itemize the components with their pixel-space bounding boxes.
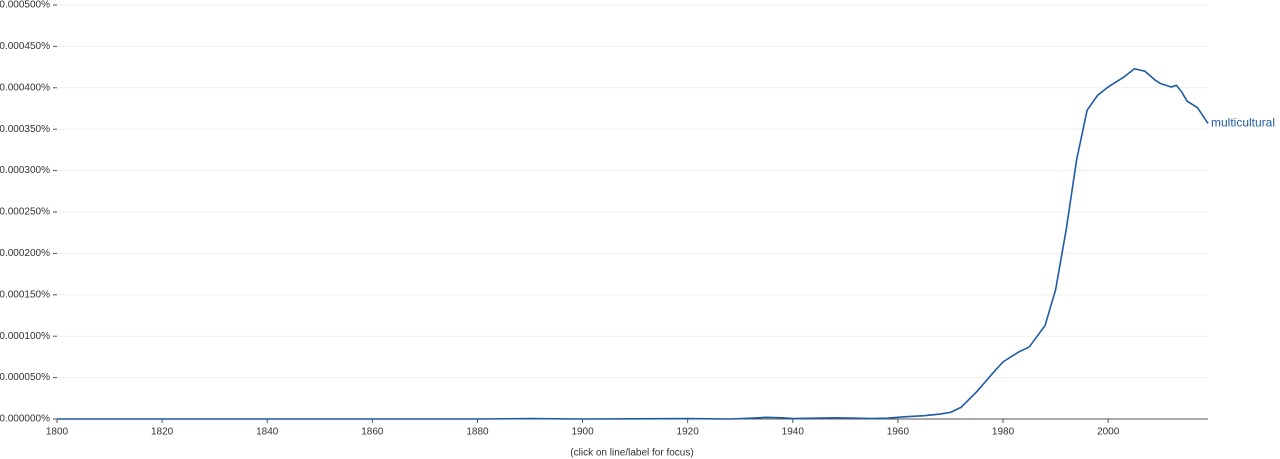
y-tick-label: 0.000400% xyxy=(0,82,50,93)
x-tick-label: 1860 xyxy=(361,427,384,438)
x-tick-label: 1980 xyxy=(992,427,1015,438)
x-tick-label: 1960 xyxy=(887,427,910,438)
x-tick-label: 1820 xyxy=(151,427,174,438)
x-tick-label: 1940 xyxy=(782,427,805,438)
footer-note: (click on line/label for focus) xyxy=(570,448,693,459)
y-tick-label: 0.000250% xyxy=(0,207,50,218)
y-tick-label: 0.000450% xyxy=(0,41,50,52)
y-tick-label: 0.000350% xyxy=(0,124,50,135)
y-tick-label: 0.000200% xyxy=(0,248,50,259)
x-tick-label: 2000 xyxy=(1097,427,1120,438)
series-label[interactable]: multicultural xyxy=(1211,116,1275,130)
x-tick-label: 1840 xyxy=(256,427,279,438)
y-tick-label: 0.000000% xyxy=(0,414,50,425)
x-tick-label: 1800 xyxy=(46,427,69,438)
y-tick-label: 0.000100% xyxy=(0,331,50,342)
x-tick-label: 1900 xyxy=(571,427,594,438)
y-tick-label: 0.000150% xyxy=(0,289,50,300)
x-tick-label: 1920 xyxy=(677,427,700,438)
series-line[interactable] xyxy=(57,67,1209,420)
x-tick-label: 1880 xyxy=(466,427,489,438)
y-tick-label: 0.000500% xyxy=(0,0,50,11)
y-tick-label: 0.000300% xyxy=(0,165,50,176)
y-tick-label: 0.000050% xyxy=(0,372,50,383)
